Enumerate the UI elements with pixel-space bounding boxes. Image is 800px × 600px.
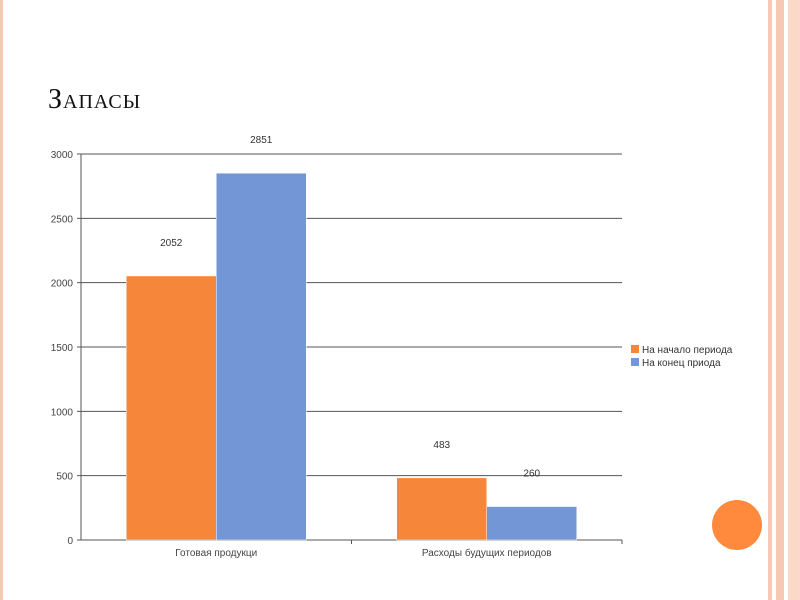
- data-label: 260: [523, 469, 540, 480]
- data-label: 2851: [250, 135, 273, 146]
- x-category-label: Расходы будущих периодов: [422, 547, 552, 559]
- labels: 2052 2851 483 260: [160, 135, 540, 479]
- stripe: [776, 0, 784, 600]
- bar: [486, 506, 577, 541]
- legend: На начало периода На конец приода: [631, 345, 733, 369]
- axes: 0 500 1000 1500 2000 2500 3000 Готовая продукци…: [51, 150, 623, 559]
- y-tick-label: 500: [56, 472, 73, 483]
- stripe: [788, 0, 800, 600]
- legend-label: На конец приода: [642, 358, 721, 369]
- x-category-label: Готовая продукци: [175, 548, 257, 559]
- orange-circle-decoration: [712, 500, 762, 550]
- right-border-stripes: [768, 0, 800, 600]
- y-tick-label: 0: [67, 536, 73, 547]
- legend-swatch: [631, 358, 639, 366]
- left-border-line: [0, 0, 3, 600]
- data-label: 2052: [160, 238, 183, 249]
- bar: [216, 172, 307, 541]
- y-tick-label: 3000: [51, 150, 74, 161]
- y-tick-label: 2500: [51, 214, 74, 225]
- y-tick-label: 2000: [51, 279, 74, 290]
- bars: [126, 172, 577, 541]
- legend-swatch: [631, 345, 639, 353]
- stripe: [768, 0, 772, 600]
- legend-label: На начало периода: [642, 345, 733, 356]
- y-tick-label: 1500: [51, 343, 74, 354]
- y-tick-label: 1000: [51, 407, 74, 418]
- slide-title: Запасы: [48, 84, 142, 115]
- bar: [126, 275, 217, 541]
- data-label: 483: [433, 440, 450, 451]
- bar: [396, 477, 487, 541]
